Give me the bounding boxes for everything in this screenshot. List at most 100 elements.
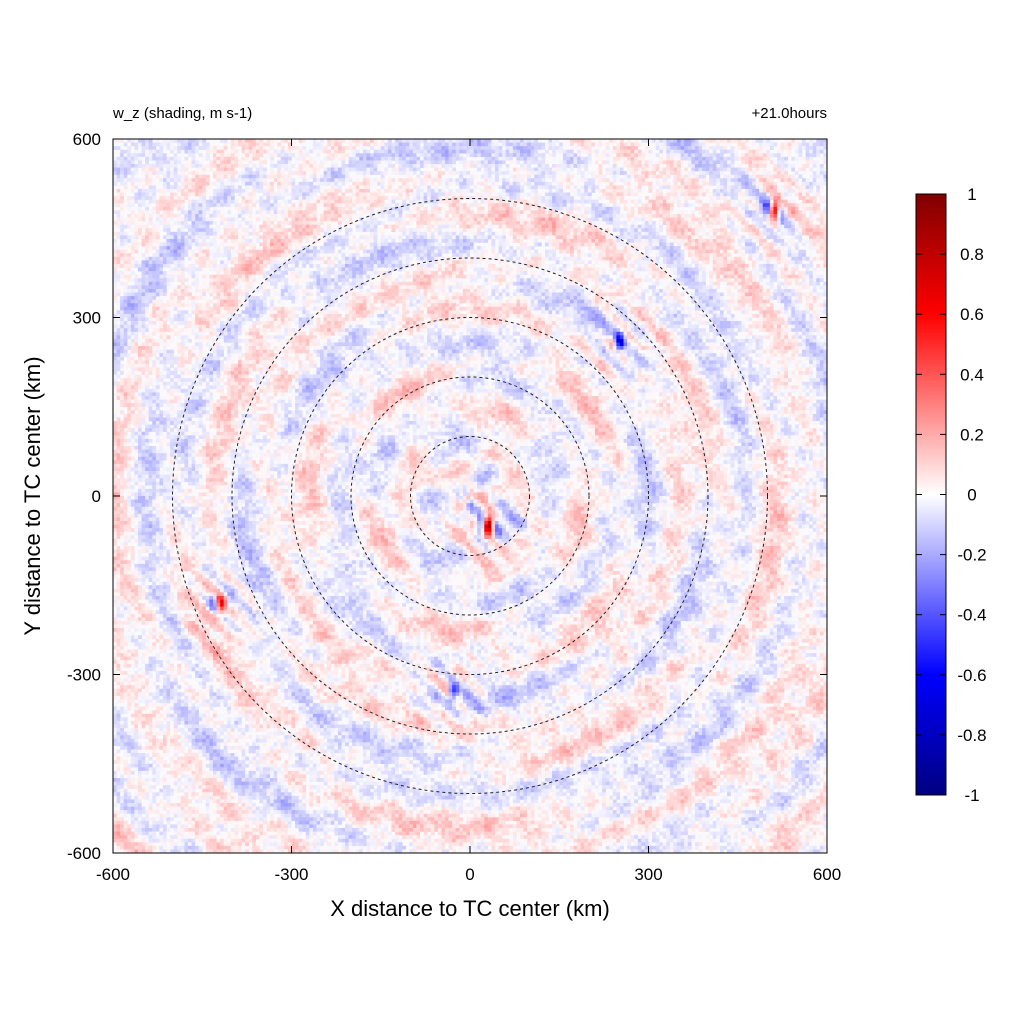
heatmap-cell [324,200,328,204]
heatmap-cell [781,150,785,154]
heatmap-cell [524,171,528,175]
heatmap-cell [245,235,249,239]
heatmap-cell [192,239,196,243]
heatmap-cell [645,214,649,218]
heatmap-cell [299,218,303,222]
heatmap-cell [620,200,624,204]
heatmap-cell [427,189,431,193]
heatmap-cell [224,182,228,186]
heatmap-cell [688,235,692,239]
heatmap-cell [399,157,403,161]
heatmap-cell [681,182,685,186]
heatmap-cell [288,185,292,189]
heatmap-cell [481,182,485,186]
heatmap-cell [345,171,349,175]
heatmap-cell [302,232,306,236]
heatmap-cell [184,146,188,150]
heatmap-cell [652,175,656,179]
heatmap-cell [299,139,303,143]
heatmap-cell [234,150,238,154]
heatmap-cell [177,243,181,247]
heatmap-cell [445,189,449,193]
heatmap-cell [134,157,138,161]
heatmap-cell [752,235,756,239]
heatmap-cell [670,221,674,225]
heatmap-cell [145,153,149,157]
heatmap-cell [220,218,224,222]
heatmap-cell [820,189,824,193]
heatmap-cell [795,221,799,225]
heatmap-cell [206,243,210,247]
heatmap-cell [438,207,442,211]
heatmap-cell [577,160,581,164]
heatmap-cell [549,160,553,164]
heatmap-cell [366,189,370,193]
heatmap-cell [381,153,385,157]
heatmap-cell [206,225,210,229]
heatmap-cell [267,225,271,229]
heatmap-cell [545,182,549,186]
heatmap-cell [277,168,281,172]
heatmap-cell [481,150,485,154]
heatmap-cell [270,221,274,225]
heatmap-cell [149,228,153,232]
heatmap-cell [509,150,513,154]
heatmap-cell [202,189,206,193]
heatmap-cell [681,150,685,154]
heatmap-cell [616,210,620,214]
heatmap-cell [777,193,781,197]
heatmap-cell [670,160,674,164]
heatmap-cell [306,200,310,204]
heatmap-cell [184,139,188,143]
heatmap-cell [673,171,677,175]
heatmap-cell [559,203,563,207]
heatmap-cell [570,228,574,232]
heatmap-cell [267,164,271,168]
heatmap-cell [659,153,663,157]
heatmap-cell [117,214,121,218]
heatmap-cell [474,239,478,243]
heatmap-cell [174,150,178,154]
heatmap-cell [431,218,435,222]
heatmap-cell [188,160,192,164]
heatmap-cell [784,175,788,179]
heatmap-cell [566,146,570,150]
heatmap-cell [663,139,667,143]
heatmap-cell [656,185,660,189]
heatmap-cell [538,218,542,222]
heatmap-cell [745,221,749,225]
heatmap-cell [249,239,253,243]
heatmap-cell [784,168,788,172]
heatmap-cell [491,139,495,143]
heatmap-cell [256,171,260,175]
heatmap-cell [452,232,456,236]
heatmap-cell [167,153,171,157]
heatmap-cell [720,168,724,172]
heatmap-cell [524,232,528,236]
heatmap-cell [459,210,463,214]
heatmap-cell [474,228,478,232]
heatmap-cell [113,221,117,225]
heatmap-cell [581,207,585,211]
heatmap-cell [434,218,438,222]
heatmap-cell [127,200,131,204]
heatmap-cell [713,150,717,154]
heatmap-cell [159,218,163,222]
heatmap-cell [249,193,253,197]
heatmap-cell [217,196,221,200]
heatmap-cell [684,200,688,204]
heatmap-cell [773,164,777,168]
heatmap-cell [192,218,196,222]
heatmap-cell [138,189,142,193]
heatmap-cell [181,221,185,225]
heatmap-cell [741,185,745,189]
heatmap-cell [309,189,313,193]
heatmap-cell [438,218,442,222]
heatmap-cell [434,214,438,218]
heatmap-cell [327,139,331,143]
heatmap-cell [156,243,160,247]
heatmap-cell [798,235,802,239]
heatmap-cell [738,221,742,225]
heatmap-cell [513,228,517,232]
heatmap-cell [220,171,224,175]
